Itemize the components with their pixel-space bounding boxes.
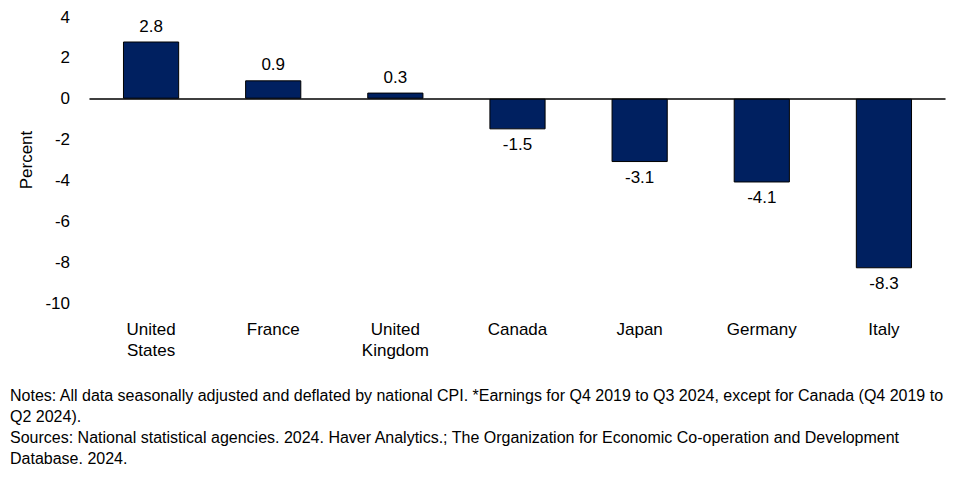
svg-text:-6: -6 <box>55 212 70 231</box>
svg-text:France: France <box>247 320 300 339</box>
svg-text:0: 0 <box>61 89 70 108</box>
svg-text:-4: -4 <box>55 171 70 190</box>
svg-text:0.3: 0.3 <box>384 68 408 87</box>
svg-text:-2: -2 <box>55 130 70 149</box>
svg-text:United: United <box>127 320 176 339</box>
svg-text:Japan: Japan <box>616 320 662 339</box>
svg-text:-3.1: -3.1 <box>625 168 654 187</box>
svg-text:-10: -10 <box>45 294 70 313</box>
svg-text:-1.5: -1.5 <box>503 135 532 154</box>
svg-text:-8: -8 <box>55 253 70 272</box>
svg-text:4: 4 <box>61 8 70 27</box>
svg-text:0.9: 0.9 <box>261 55 285 74</box>
svg-text:-4.1: -4.1 <box>747 188 776 207</box>
html-text:Notes: All data seasonally adj: Notes: All data seasonally adjusted and … <box>10 387 943 425</box>
svg-text:Italy: Italy <box>868 320 900 339</box>
svg-text:Percent: Percent <box>17 130 36 189</box>
svg-text:United: United <box>371 320 420 339</box>
svg-text:States: States <box>127 341 175 360</box>
html-text:Sources: National statistical: Sources: National statistical agencies. … <box>10 429 900 467</box>
svg-text:-8.3: -8.3 <box>869 274 898 293</box>
svg-text:Canada: Canada <box>488 320 548 339</box>
svg-text:Germany: Germany <box>727 320 797 339</box>
svg-text:2: 2 <box>61 48 70 67</box>
svg-text:2.8: 2.8 <box>139 17 163 36</box>
svg-text:Kingdom: Kingdom <box>362 341 429 360</box>
